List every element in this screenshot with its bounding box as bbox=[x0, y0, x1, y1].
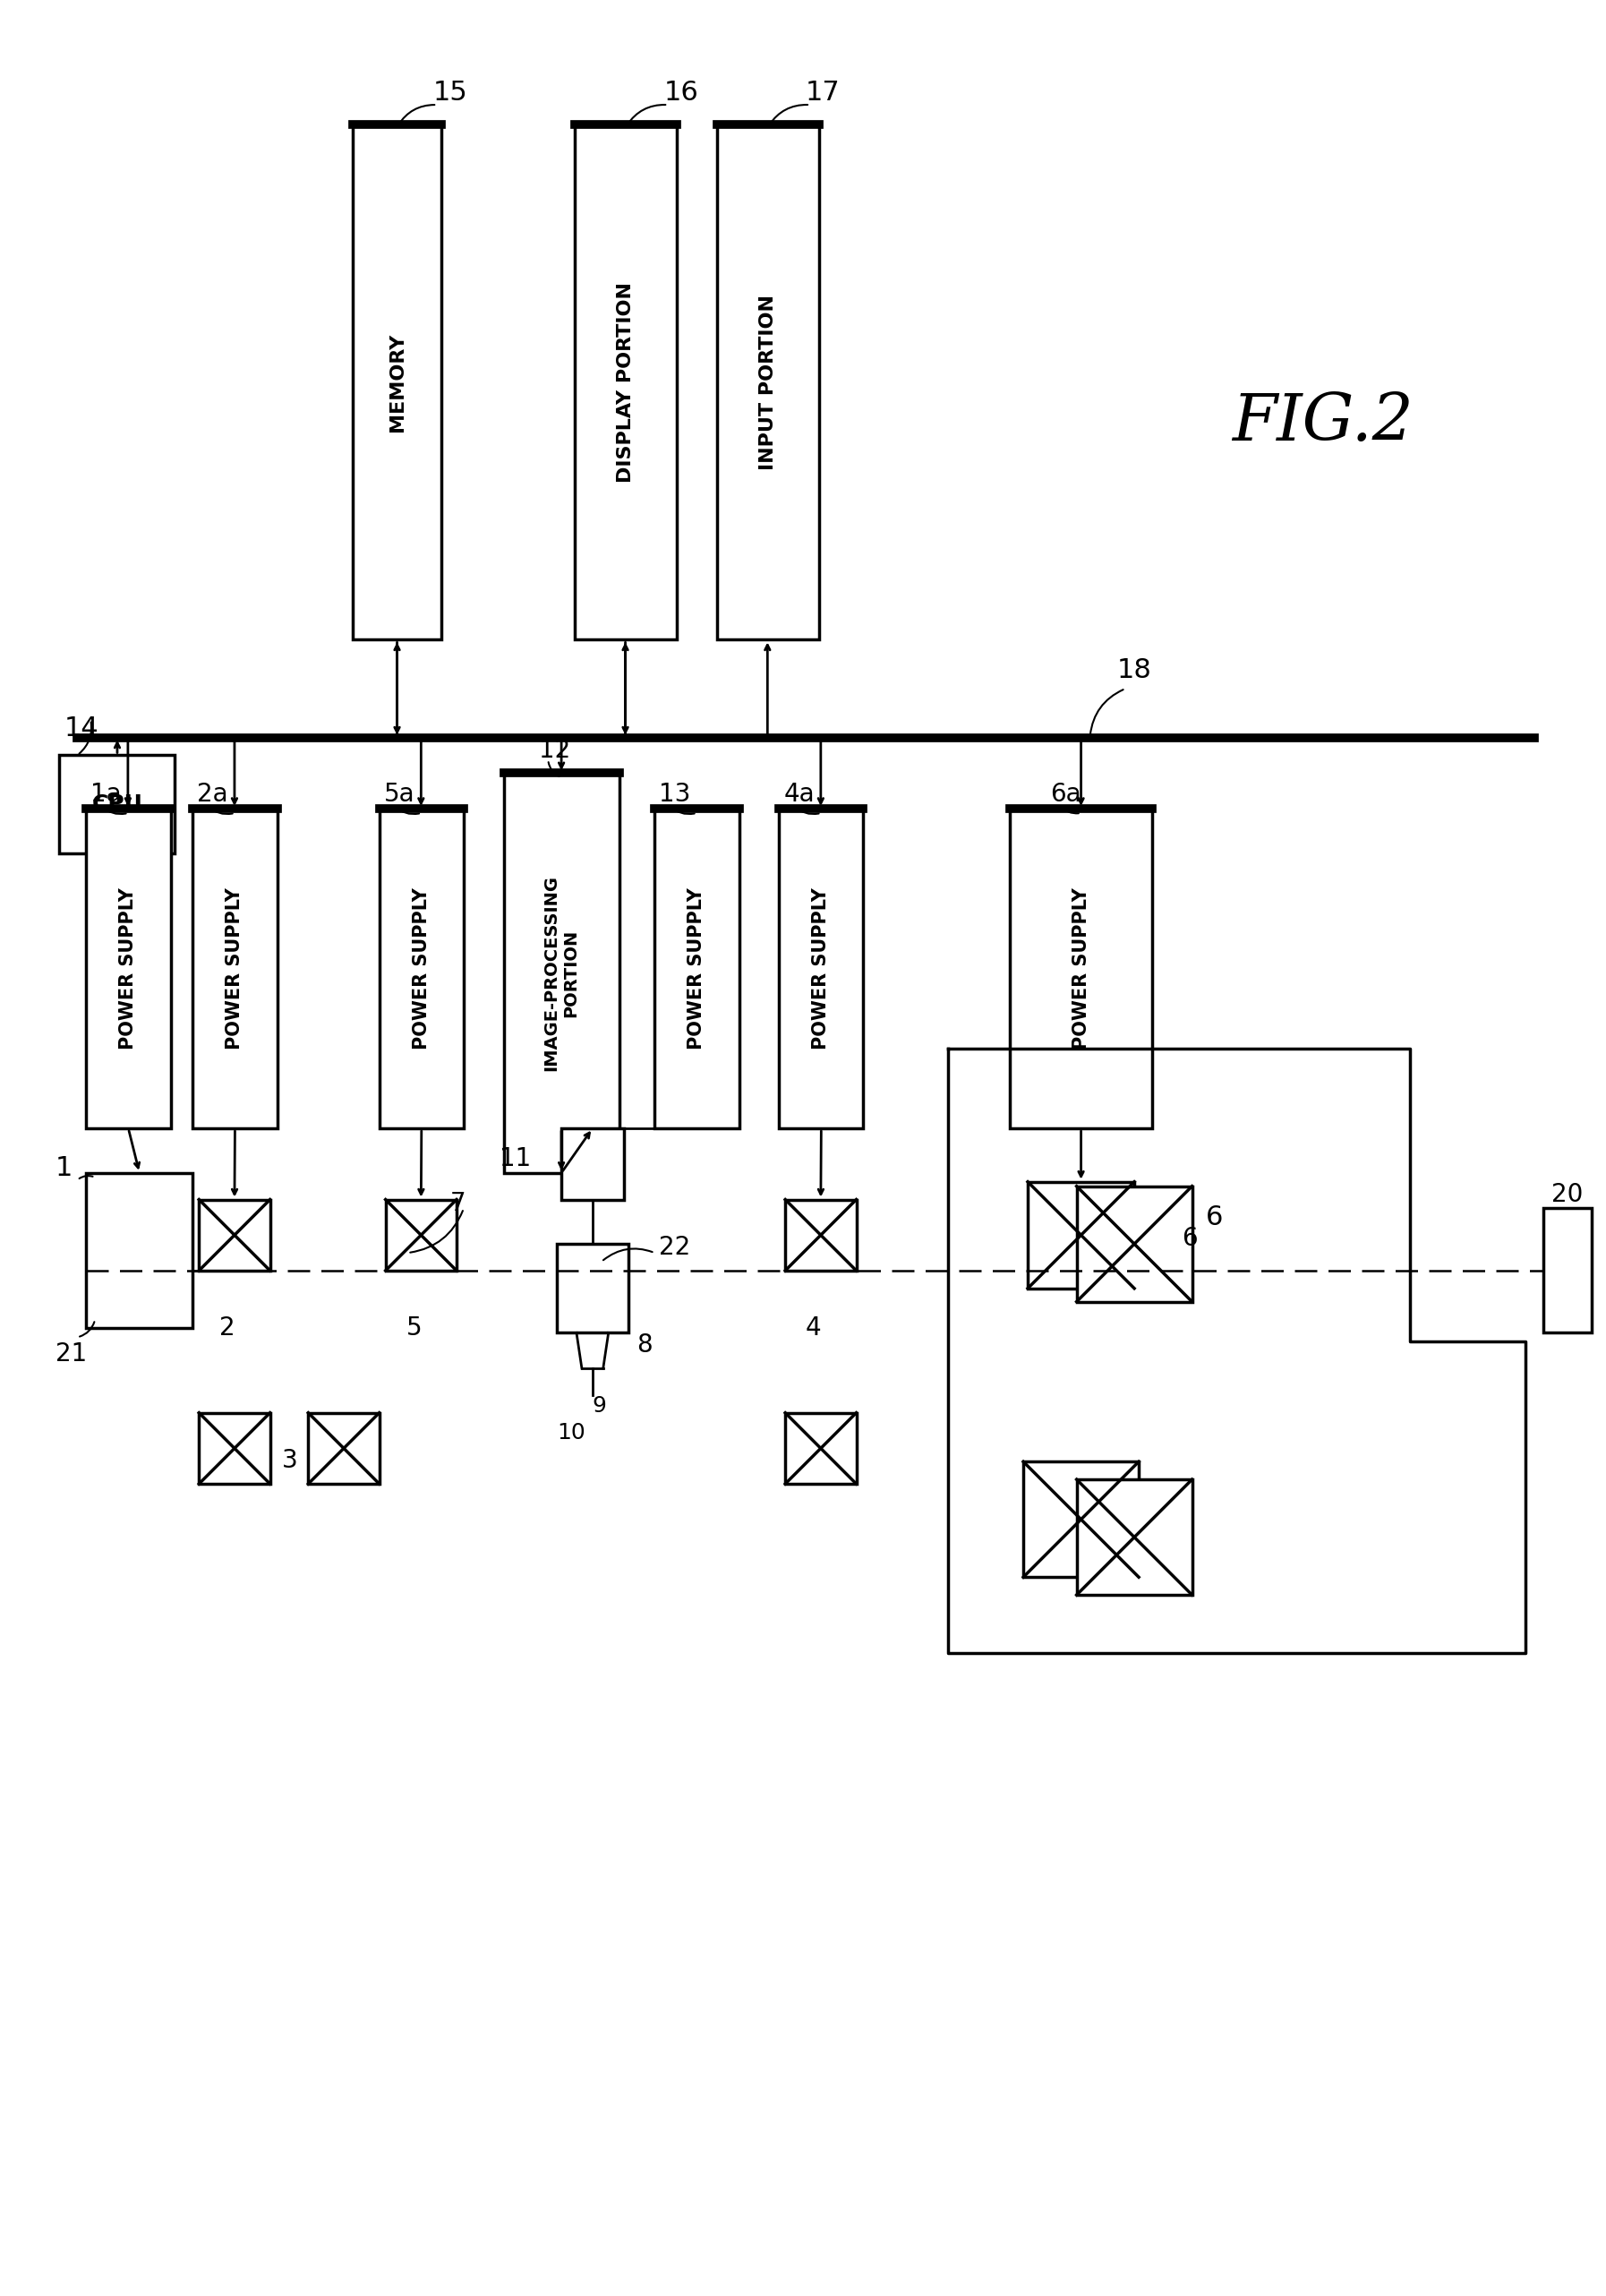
Bar bbox=[655, 808, 739, 1127]
Text: 2: 2 bbox=[220, 1316, 236, 1341]
Text: POWER SUPPLY: POWER SUPPLY bbox=[1073, 889, 1090, 1049]
Bar bbox=[785, 1412, 856, 1483]
Text: CPU: CPU bbox=[92, 794, 143, 815]
Bar bbox=[353, 124, 442, 641]
Bar bbox=[1543, 1208, 1592, 1332]
Bar bbox=[199, 1412, 270, 1483]
Text: 14: 14 bbox=[64, 716, 98, 742]
Text: 7: 7 bbox=[450, 1192, 466, 1215]
Text: 15: 15 bbox=[432, 80, 467, 106]
Text: POWER SUPPLY: POWER SUPPLY bbox=[687, 889, 705, 1049]
Bar bbox=[199, 1199, 270, 1270]
Bar bbox=[1076, 1479, 1192, 1596]
Bar bbox=[87, 808, 170, 1127]
Text: 6: 6 bbox=[1206, 1203, 1222, 1231]
Text: 4a: 4a bbox=[784, 783, 814, 806]
Bar bbox=[562, 1127, 623, 1199]
Text: DISPLAY PORTION: DISPLAY PORTION bbox=[617, 282, 634, 482]
Text: 1: 1 bbox=[55, 1155, 72, 1180]
Text: 20: 20 bbox=[1551, 1182, 1584, 1208]
Text: 8: 8 bbox=[638, 1332, 652, 1357]
Text: 1a: 1a bbox=[90, 783, 122, 806]
Bar bbox=[1023, 1463, 1139, 1577]
Text: 6: 6 bbox=[1182, 1226, 1198, 1251]
Text: 22: 22 bbox=[658, 1235, 691, 1261]
Text: 21: 21 bbox=[55, 1341, 87, 1366]
Text: 16: 16 bbox=[663, 80, 699, 106]
Text: FIG.2: FIG.2 bbox=[1232, 390, 1413, 455]
Bar bbox=[785, 1199, 856, 1270]
Bar bbox=[308, 1412, 379, 1483]
Text: 4: 4 bbox=[806, 1316, 822, 1341]
Text: 13: 13 bbox=[658, 783, 691, 806]
Bar bbox=[385, 1199, 456, 1270]
Text: 17: 17 bbox=[806, 80, 840, 106]
Bar bbox=[59, 755, 175, 854]
Text: 6a: 6a bbox=[1050, 783, 1081, 806]
Text: 9: 9 bbox=[593, 1396, 607, 1417]
Bar bbox=[379, 808, 464, 1127]
Text: IMAGE-PROCESSING
PORTION: IMAGE-PROCESSING PORTION bbox=[543, 875, 580, 1070]
Text: 5: 5 bbox=[406, 1316, 422, 1341]
Text: 10: 10 bbox=[557, 1421, 585, 1444]
Text: 3: 3 bbox=[281, 1449, 297, 1474]
Text: POWER SUPPLY: POWER SUPPLY bbox=[413, 889, 430, 1049]
Text: 18: 18 bbox=[1116, 657, 1152, 684]
Bar bbox=[87, 1173, 193, 1329]
Bar bbox=[716, 124, 819, 641]
Bar bbox=[1010, 808, 1152, 1127]
Bar bbox=[1076, 1187, 1192, 1302]
Bar bbox=[557, 1244, 628, 1332]
Bar bbox=[575, 124, 676, 641]
Text: 11: 11 bbox=[499, 1146, 530, 1171]
Bar bbox=[779, 808, 864, 1127]
Text: POWER SUPPLY: POWER SUPPLY bbox=[813, 889, 830, 1049]
Text: 12: 12 bbox=[540, 737, 570, 762]
Text: MEMORY: MEMORY bbox=[389, 333, 406, 432]
Bar bbox=[193, 808, 278, 1127]
Text: POWER SUPPLY: POWER SUPPLY bbox=[226, 889, 244, 1049]
Bar bbox=[504, 774, 620, 1173]
Text: 2a: 2a bbox=[198, 783, 228, 806]
Text: 5a: 5a bbox=[384, 783, 414, 806]
Bar bbox=[1028, 1182, 1134, 1288]
Text: INPUT PORTION: INPUT PORTION bbox=[760, 294, 777, 471]
Text: POWER SUPPLY: POWER SUPPLY bbox=[119, 889, 137, 1049]
